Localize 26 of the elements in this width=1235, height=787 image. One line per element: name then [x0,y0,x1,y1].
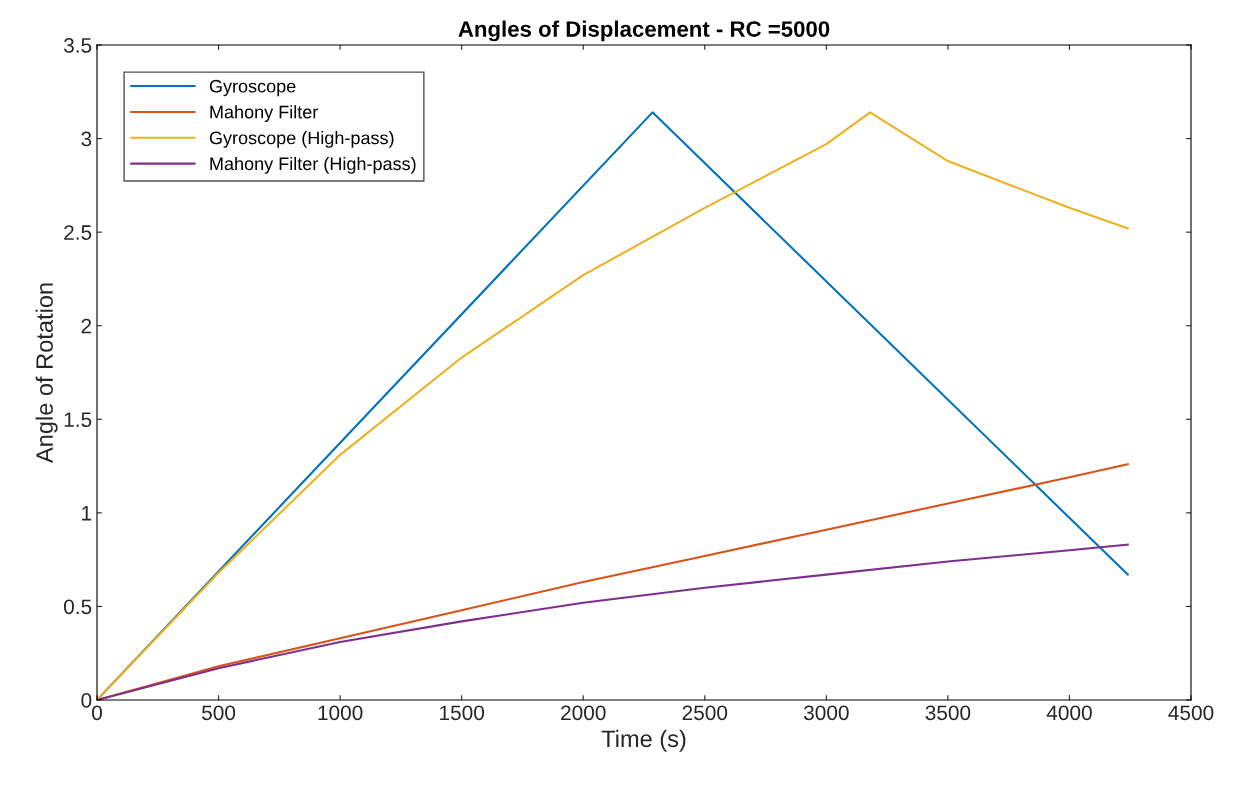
x-tick-label: 0 [92,705,102,721]
y-tick-label: 3 [81,131,92,147]
x-tick-label: 4500 [1168,705,1214,721]
y-tick-label: 0.5 [63,599,92,615]
y-axis-title: Angle of Rotation [35,283,58,464]
chart-title: Angles of Displacement - RC =5000 [458,20,830,42]
y-tick-label: 1.5 [64,412,92,428]
legend-label: Mahony Filter [210,105,319,122]
legend-label: Gyroscope [209,79,296,97]
x-tick-label: 4000 [1046,705,1092,721]
legend-label: Mahony Filter (High-pass) [210,156,416,174]
x-tick-label: 1000 [318,705,363,721]
x-tick-label: 500 [202,705,236,721]
x-tick-label: 3500 [925,705,971,721]
y-tick-label: 0 [81,693,92,708]
x-tick-label: 3000 [803,705,849,721]
y-tick-label: 2 [81,318,92,334]
legend-label: Gyroscope (High-pass) [209,131,394,148]
y-tick-label: 3.5 [63,38,92,53]
line-series [97,543,1129,700]
x-tick-label: 2500 [682,705,728,721]
y-tick-label: 1 [82,506,92,521]
x-axis-title: Time (s) [601,729,686,752]
x-tick-label: 2000 [561,705,606,721]
x-tick-label: 1500 [440,705,485,721]
y-tick-label: 2.5 [64,225,92,240]
